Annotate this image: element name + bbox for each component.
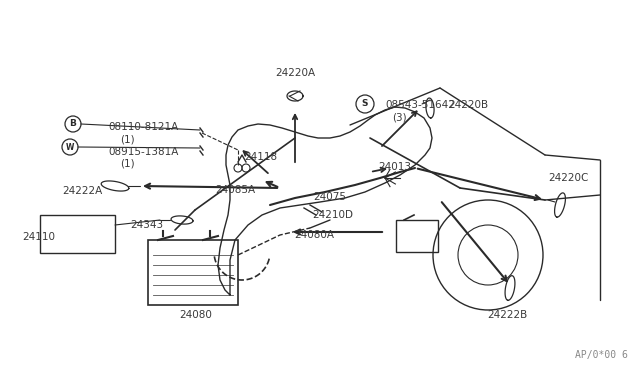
Bar xyxy=(396,220,438,252)
Bar xyxy=(148,240,238,305)
Text: W: W xyxy=(66,142,74,151)
Text: 08915-1381A: 08915-1381A xyxy=(108,147,179,157)
Text: (1): (1) xyxy=(120,159,134,169)
Text: 24210D: 24210D xyxy=(312,210,353,220)
Text: 08543-51642: 08543-51642 xyxy=(385,100,455,110)
Text: 24220C: 24220C xyxy=(548,173,588,183)
Text: B: B xyxy=(70,119,76,128)
Text: 24075: 24075 xyxy=(314,192,346,202)
Text: 24085A: 24085A xyxy=(215,185,255,195)
Text: 24110: 24110 xyxy=(22,232,55,242)
Text: 24220A: 24220A xyxy=(275,68,315,78)
Text: (3): (3) xyxy=(392,112,406,122)
Text: 24220B: 24220B xyxy=(448,100,488,110)
Text: 08110-8121A: 08110-8121A xyxy=(108,122,179,132)
Text: 24118: 24118 xyxy=(244,152,277,162)
Text: AP/0*00 6: AP/0*00 6 xyxy=(575,350,628,360)
Text: (1): (1) xyxy=(120,134,134,144)
Text: 24222A: 24222A xyxy=(62,186,102,196)
Bar xyxy=(40,215,115,253)
Text: 24013: 24013 xyxy=(378,162,411,172)
Text: 24080: 24080 xyxy=(180,310,212,320)
Text: S: S xyxy=(362,99,368,109)
Text: 24343: 24343 xyxy=(130,220,163,230)
Text: 24080A: 24080A xyxy=(294,230,334,240)
Text: 24222B: 24222B xyxy=(487,310,527,320)
